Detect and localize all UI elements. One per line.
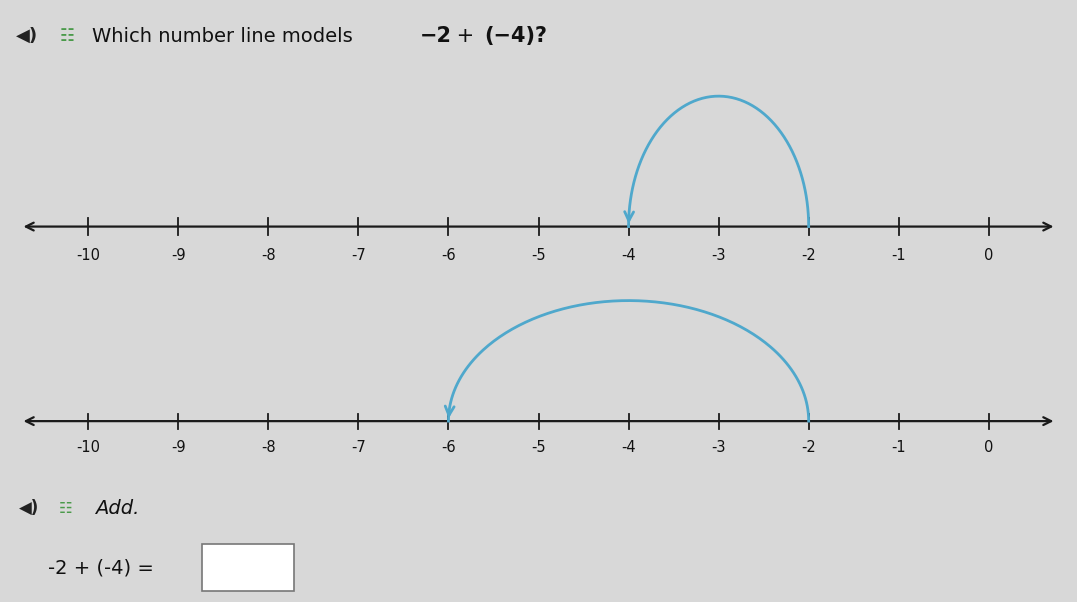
Text: -10: -10 <box>76 248 100 263</box>
FancyBboxPatch shape <box>202 544 294 591</box>
Text: -8: -8 <box>261 441 276 456</box>
Text: -2: -2 <box>801 248 816 263</box>
Text: -10: -10 <box>76 441 100 456</box>
Text: -4: -4 <box>621 248 635 263</box>
Text: ◀): ◀) <box>19 499 40 517</box>
Text: 0: 0 <box>984 441 993 456</box>
Text: -5: -5 <box>531 441 546 456</box>
Text: −2: −2 <box>420 26 452 46</box>
Text: -1: -1 <box>892 248 906 263</box>
Text: Which number line models: Which number line models <box>92 26 359 46</box>
Text: ☷: ☷ <box>59 501 73 515</box>
Text: -4: -4 <box>621 441 635 456</box>
Text: -9: -9 <box>171 248 185 263</box>
Text: 0: 0 <box>984 248 993 263</box>
Text: -7: -7 <box>351 441 366 456</box>
Text: -5: -5 <box>531 248 546 263</box>
Text: Add.: Add. <box>95 498 139 518</box>
Text: -8: -8 <box>261 248 276 263</box>
Text: -7: -7 <box>351 248 366 263</box>
Text: -2 + (-4) =: -2 + (-4) = <box>48 559 160 578</box>
Text: -9: -9 <box>171 441 185 456</box>
Text: +: + <box>450 26 481 46</box>
Text: -6: -6 <box>442 248 456 263</box>
Text: -3: -3 <box>712 248 726 263</box>
Text: -3: -3 <box>712 441 726 456</box>
Text: ◀): ◀) <box>16 27 39 45</box>
Text: -1: -1 <box>892 441 906 456</box>
Text: (−4)?: (−4)? <box>485 26 547 46</box>
Text: -6: -6 <box>442 441 456 456</box>
Text: -2: -2 <box>801 441 816 456</box>
Text: ☷: ☷ <box>59 27 74 45</box>
